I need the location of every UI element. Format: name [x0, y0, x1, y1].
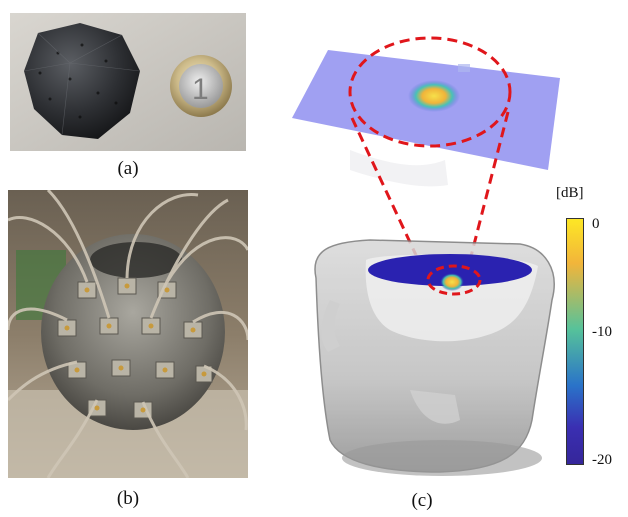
photo-phantom-and-coin: 1 — [10, 13, 246, 151]
zoom-connector-right — [466, 111, 510, 269]
caption-b: (b) — [116, 488, 140, 509]
colorbar-tick-2: -20 — [592, 452, 612, 468]
field-map-figure — [270, 0, 570, 490]
caption-a: (a) — [117, 158, 139, 179]
colorbar — [566, 218, 584, 465]
field-slice-plane — [292, 50, 560, 187]
zoom-ellipse-bottom — [426, 264, 482, 296]
head-model — [314, 239, 555, 476]
colorbar-unit: [dB] — [556, 185, 584, 201]
colorbar-tick-0: 0 — [592, 216, 600, 232]
coin-denomination: 1 — [192, 73, 209, 106]
caption-c: (c) — [411, 490, 433, 511]
photo-antenna-array — [6, 188, 250, 479]
zoom-ellipse-top — [348, 36, 512, 148]
colorbar-tick-1: -10 — [592, 324, 612, 340]
